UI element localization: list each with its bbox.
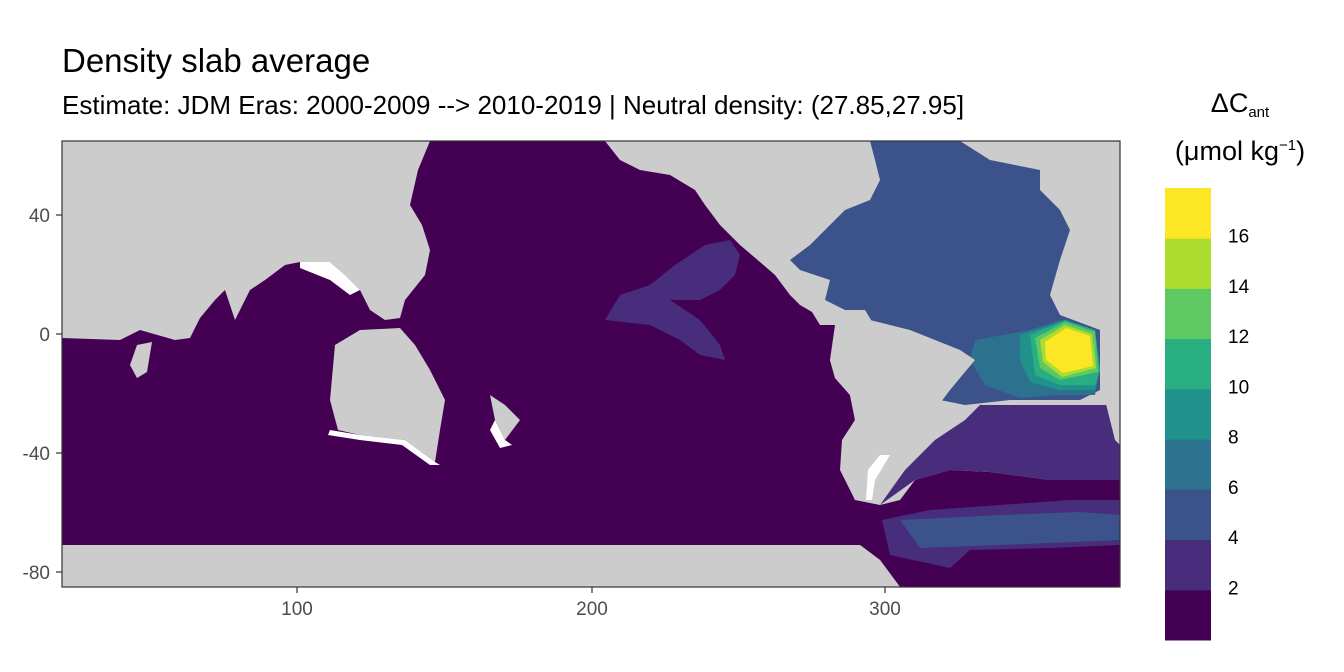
legend-bin <box>1165 238 1211 289</box>
edge-australia <box>328 430 440 465</box>
y-tick-label: 0 <box>39 325 50 346</box>
legend-bin <box>1165 338 1211 390</box>
land-south-africa <box>1105 400 1120 445</box>
legend-bin-label: 4 <box>1228 528 1239 549</box>
legend-bin <box>1165 589 1211 641</box>
legend-colorbar: 2 4 6 8 10 12 14 16 <box>1165 188 1250 641</box>
legend-bin-label: 6 <box>1228 478 1239 499</box>
legend-bin <box>1165 188 1211 239</box>
land-antarctica <box>62 545 900 587</box>
x-tick-label: 300 <box>869 599 901 620</box>
land-layer <box>62 320 1120 587</box>
legend-bin-label: 8 <box>1228 428 1239 449</box>
panel-border <box>61 140 1121 588</box>
legend-bin <box>1165 288 1211 340</box>
ocean-atlantic-mid <box>880 405 1120 505</box>
legend-unit-close: ) <box>1296 136 1306 166</box>
map-subtitle: Estimate: JDM Eras: 2000-2009 --> 2010-2… <box>62 90 965 120</box>
map-title: Density slab average <box>62 42 371 79</box>
x-tick-label: 200 <box>576 599 608 620</box>
x-axis: 100 200 300 <box>281 587 901 620</box>
land-australia <box>330 328 445 462</box>
land-africa-fringe <box>1100 320 1120 400</box>
land-new-zealand <box>490 395 520 440</box>
ocean-pacific-tongue <box>605 240 740 360</box>
legend-bin-label: 2 <box>1228 578 1239 599</box>
legend-bin <box>1165 388 1211 440</box>
edge-nz <box>490 420 512 448</box>
white-edges <box>300 262 890 500</box>
legend-bin-label: 12 <box>1228 327 1249 348</box>
legend-title-sub: ant <box>1248 104 1270 121</box>
ocean-atlantic-weddell-inner <box>900 512 1120 548</box>
legend-bin-label: 14 <box>1228 277 1250 298</box>
legend-bin-label: 10 <box>1228 377 1249 398</box>
legend-bin <box>1165 439 1211 490</box>
legend-bin <box>1165 539 1211 591</box>
x-tick-label: 100 <box>281 599 313 620</box>
legend-bin-label: 16 <box>1228 227 1249 248</box>
legend-unit-sup: −1 <box>1278 137 1297 154</box>
edge-asia <box>300 262 360 295</box>
legend-title-main: ΔC <box>1210 88 1249 118</box>
land-south-america <box>830 320 975 500</box>
y-tick-label: -80 <box>23 563 50 584</box>
edge-sa-south <box>866 455 890 500</box>
y-tick-label: -40 <box>23 444 50 465</box>
land-madagascar <box>130 342 152 378</box>
ocean-layer <box>62 141 1120 587</box>
legend-bin <box>1165 489 1211 541</box>
ocean-atlantic-hotspot-core <box>1045 328 1093 373</box>
y-axis: 40 0 -40 -80 <box>23 206 62 584</box>
ocean-indo-pacific <box>62 141 1120 587</box>
legend-unit-open: (μmol kg <box>1174 136 1279 166</box>
y-tick-label: 40 <box>29 206 50 227</box>
